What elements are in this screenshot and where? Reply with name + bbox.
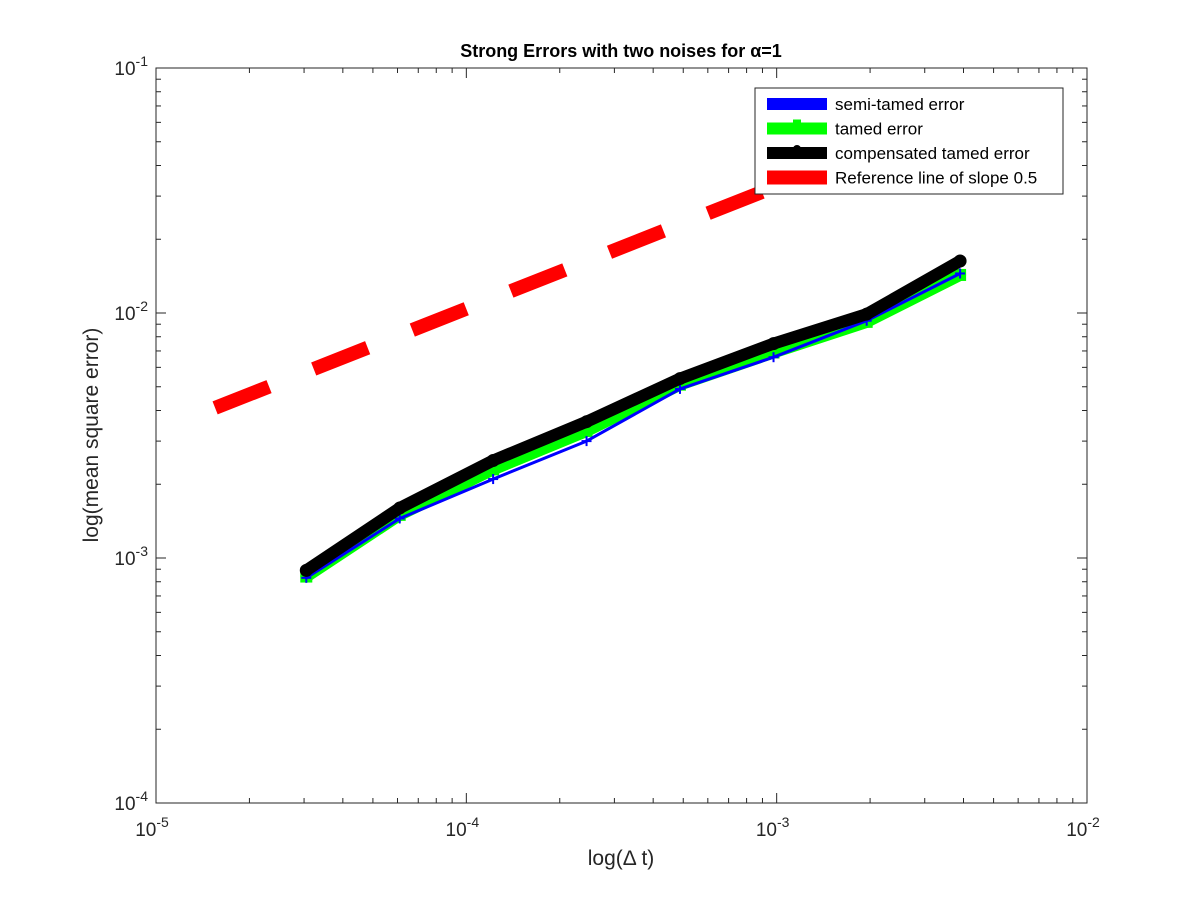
series-point bbox=[299, 563, 313, 577]
x-axis-label: log(Δ t) bbox=[588, 847, 655, 870]
series-point bbox=[860, 307, 874, 321]
legend-label: compensated tamed error bbox=[835, 144, 1030, 163]
tick-labels: 10-5 10-4 10-3 10-210-410-310-210-1 bbox=[114, 53, 1100, 841]
series-point bbox=[580, 415, 594, 429]
series-line bbox=[304, 272, 962, 580]
legend-item: tamed error bbox=[767, 119, 923, 139]
legend: semi-tamed error tamed error compensated t… bbox=[754, 87, 1064, 195]
legend-label: Reference line of slope 0.5 bbox=[835, 169, 1037, 188]
x-tick-label: 10-3 bbox=[756, 814, 790, 841]
series-point bbox=[674, 383, 685, 394]
legend-item: Reference line of slope 0.5 bbox=[767, 169, 1037, 188]
legend-marker bbox=[793, 145, 801, 153]
y-tick-label: 10-2 bbox=[114, 298, 148, 325]
series-point bbox=[953, 254, 967, 268]
legend-marker bbox=[793, 119, 801, 128]
y-tick-label: 10-1 bbox=[114, 53, 148, 80]
legend-label: semi-tamed error bbox=[835, 95, 965, 114]
series-point bbox=[767, 337, 781, 351]
legend-item: compensated tamed error bbox=[767, 144, 1030, 163]
series-point bbox=[955, 268, 966, 279]
series-point bbox=[768, 352, 779, 363]
chart-title: Strong Errors with two noises for α=1 bbox=[460, 41, 782, 61]
y-tick-label: 10-4 bbox=[114, 788, 148, 815]
legend-item: semi-tamed error bbox=[767, 95, 965, 114]
series-point bbox=[673, 372, 687, 386]
series-point bbox=[488, 474, 499, 485]
axes-box bbox=[155, 67, 1088, 804]
y-axis-label: log(mean square error) bbox=[80, 328, 103, 543]
series-point bbox=[393, 501, 407, 515]
x-tick-label: 10-2 bbox=[1066, 814, 1100, 841]
series-semi-tamed-error bbox=[301, 268, 966, 583]
series-point bbox=[486, 454, 500, 468]
legend-label: tamed error bbox=[835, 120, 923, 139]
series-line bbox=[300, 255, 967, 577]
y-tick-label: 10-3 bbox=[114, 543, 148, 570]
x-tick-label: 10-5 bbox=[135, 814, 169, 841]
series-compensated-tamed-error bbox=[299, 254, 967, 577]
x-tick-label: 10-4 bbox=[446, 814, 480, 841]
minor-ticks bbox=[156, 68, 1087, 803]
series-point bbox=[581, 436, 592, 447]
